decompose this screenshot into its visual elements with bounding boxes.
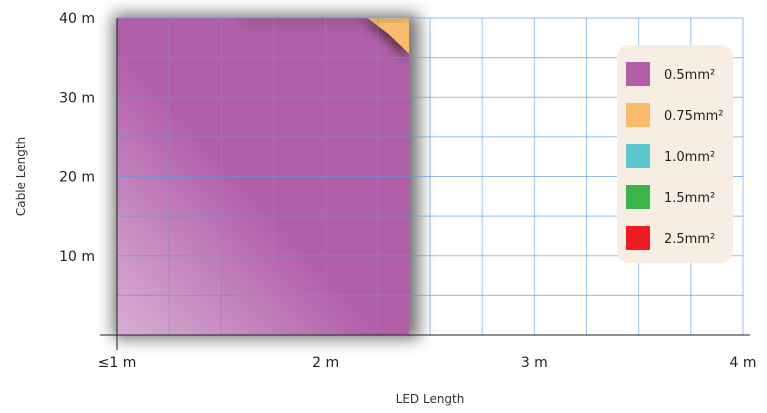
legend: 0.5mm² 0.75mm² 1.0mm² 1.5mm² 2.5mm² <box>617 45 733 263</box>
y-tick-label: 30 m <box>59 90 95 106</box>
legend-label: 2.5mm² <box>664 232 715 247</box>
x-tick-label: 3 m <box>521 355 548 371</box>
tick-labels: ≤1 m 2 m 3 m 4 m 10 m 20 m 30 m 40 m <box>59 11 756 371</box>
y-tick-label: 20 m <box>59 170 95 186</box>
y-axis-label: Cable Length <box>14 137 28 216</box>
x-tick-label: 4 m <box>730 355 757 371</box>
legend-label: 0.75mm² <box>664 109 723 124</box>
y-tick-label: 10 m <box>59 249 95 265</box>
band-shadow-10mm <box>363 20 408 22</box>
y-tick-label: 40 m <box>59 11 95 27</box>
legend-label: 1.0mm² <box>664 150 715 165</box>
legend-swatch <box>626 62 650 86</box>
x-tick-label: ≤1 m <box>98 355 137 371</box>
legend-swatch <box>626 103 650 127</box>
legend-swatch <box>626 185 650 209</box>
legend-swatch <box>626 226 650 250</box>
x-axis-label: LED Length <box>396 392 465 406</box>
legend-label: 1.5mm² <box>664 191 715 206</box>
area-bands <box>117 18 410 335</box>
x-tick-label: 2 m <box>312 355 339 371</box>
legend-label: 0.5mm² <box>664 68 715 83</box>
axes <box>100 18 750 350</box>
legend-swatch <box>626 144 650 168</box>
